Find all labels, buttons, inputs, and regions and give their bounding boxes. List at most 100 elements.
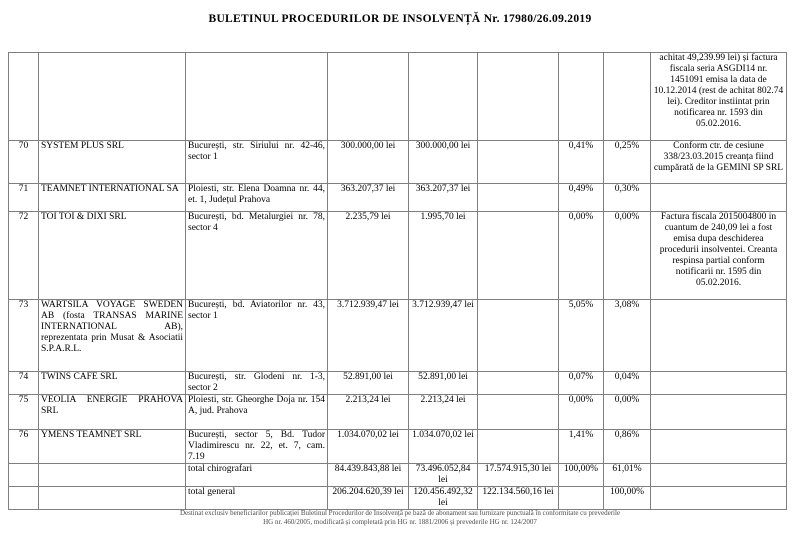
creditor-address-cell: București, bd. Aviatorilor nr. 43, secto… [185,299,328,372]
creditor-address-cell [185,52,328,141]
percent-accepted-cell: 100,00% [603,486,651,510]
observations-cell [650,394,787,430]
total-label-cell: total general [185,486,328,510]
amount-requested-cell: 2.235,79 lei [327,211,409,300]
observations-cell [650,183,787,212]
percent-accepted-cell [603,52,651,141]
row-number-cell: 73 [8,299,39,372]
observations-cell [650,429,787,464]
amount-accepted-cell: 73.496.052,84 lei [408,463,478,487]
creditor-name-cell: WARTSILA VOYAGE SWEDEN AB (fosta TRANSAS… [38,299,186,372]
percent-accepted-cell: 61,01% [603,463,651,487]
amount-rejected-cell: 122.134.560,16 lei [477,486,559,510]
amount-requested-cell: 2.213,24 lei [327,394,409,430]
observations-cell: achitat 49,239.99 lei) și factura fiscal… [650,52,787,141]
percent-requested-cell: 100,00% [558,463,604,487]
total-row-chirografari: total chirografari 84.439.843,88 lei 73.… [8,463,787,487]
amount-accepted-cell: 363.207,37 lei [408,183,478,212]
row-number-cell: 75 [8,394,39,430]
footer-line-1: Destinat exclusiv beneficiarilor publica… [179,509,621,517]
total-label-cell: total chirografari [185,463,328,487]
row-number-cell: 71 [8,183,39,212]
observations-cell: Factura fiscala 2015004800 in cuantum de… [650,211,787,300]
row-number-cell: 76 [8,429,39,464]
amount-requested-cell: 84.439.843,88 lei [327,463,409,487]
percent-accepted-cell: 0,04% [603,371,651,395]
creditor-name-cell: YMENS TEAMNET SRL [38,429,186,464]
percent-requested-cell: 0,00% [558,211,604,300]
amount-rejected-cell [477,429,559,464]
amount-rejected-cell [477,211,559,300]
amount-accepted-cell: 52.891,00 lei [408,371,478,395]
percent-requested-cell: 0,00% [558,394,604,430]
amount-accepted-cell: 300.000,00 lei [408,140,478,184]
percent-requested-cell: 0,41% [558,140,604,184]
footer-note: Destinat exclusiv beneficiarilor publica… [0,509,800,526]
percent-requested-cell: 1,41% [558,429,604,464]
amount-accepted-cell [408,52,478,141]
amount-rejected-cell [477,140,559,184]
observations-cell [650,486,787,510]
creditor-address-cell: Ploiesti, str. Elena Doamna nr. 44, et. … [185,183,328,212]
amount-rejected-cell [477,371,559,395]
amount-requested-cell: 52.891,00 lei [327,371,409,395]
amount-rejected-cell [477,183,559,212]
row-number-cell: 72 [8,211,39,300]
observations-cell [650,299,787,372]
observations-cell: Conform ctr. de cesiune 338/23.03.2015 c… [650,140,787,184]
creditor-name-cell: TOI TOI & DIXI SRL [38,211,186,300]
amount-accepted-cell: 2.213,24 lei [408,394,478,430]
amount-accepted-cell: 1.034.070,02 lei [408,429,478,464]
table-row: 76 YMENS TEAMNET SRL București, sector 5… [8,429,787,464]
creditor-address-cell: București, bd. Metalurgiei nr. 78, secto… [185,211,328,300]
row-number-cell [8,486,39,510]
bulletin-title: BULETINUL PROCEDURILOR DE INSOLVENȚĂ Nr.… [208,13,592,25]
amount-requested-cell [327,52,409,141]
total-row-general: total general 206.204.620,39 lei 120.456… [8,486,787,510]
percent-accepted-cell: 0,25% [603,140,651,184]
observations-cell [650,463,787,487]
table-row: 75 VEOLIA ENERGIE PRAHOVA SRL Ploiesti, … [8,394,787,430]
percent-accepted-cell: 3,08% [603,299,651,372]
amount-requested-cell: 300.000,00 lei [327,140,409,184]
amount-rejected-cell [477,394,559,430]
creditor-address-cell: București, str. Siriului nr. 42-46, sect… [185,140,328,184]
row-number-cell [8,52,39,141]
percent-accepted-cell: 0,00% [603,211,651,300]
creditor-name-cell: VEOLIA ENERGIE PRAHOVA SRL [38,394,186,430]
observations-cell [650,371,787,395]
creditor-name-cell: SYSTEM PLUS SRL [38,140,186,184]
creditor-address-cell: București, str. Glodeni nr. 1-3, sector … [185,371,328,395]
creditor-address-cell: Ploiesti, str. Gheorghe Doja nr. 154 A, … [185,394,328,430]
percent-accepted-cell: 0,86% [603,429,651,464]
footer-line-2: HG nr. 460/2005, modificată și completat… [263,517,537,526]
table-row: 73 WARTSILA VOYAGE SWEDEN AB (fosta TRAN… [8,299,787,372]
row-number-cell: 74 [8,371,39,395]
amount-requested-cell: 206.204.620,39 lei [327,486,409,510]
row-number-cell: 70 [8,140,39,184]
percent-requested-cell [558,486,604,510]
percent-requested-cell: 0,49% [558,183,604,212]
table-row: 74 TWINS CAFE SRL București, str. Gloden… [8,371,787,395]
creditor-name-cell [38,486,186,510]
percent-accepted-cell: 0,30% [603,183,651,212]
amount-requested-cell: 3.712.939,47 lei [327,299,409,372]
creditor-name-cell: TEAMNET INTERNATIONAL SA [38,183,186,212]
amount-accepted-cell: 1.995,70 lei [408,211,478,300]
table-row: 71 TEAMNET INTERNATIONAL SA Ploiesti, st… [8,183,787,212]
percent-requested-cell: 0,07% [558,371,604,395]
amount-rejected-cell [477,52,559,141]
creditor-name-cell: TWINS CAFE SRL [38,371,186,395]
creditor-name-cell [38,52,186,141]
row-number-cell [8,463,39,487]
percent-accepted-cell: 0,00% [603,394,651,430]
percent-requested-cell: 5,05% [558,299,604,372]
table-row-continuation: achitat 49,239.99 lei) și factura fiscal… [8,52,787,141]
amount-requested-cell: 363.207,37 lei [327,183,409,212]
table-row: 72 TOI TOI & DIXI SRL București, bd. Met… [8,211,787,300]
amount-accepted-cell: 3.712.939,47 lei [408,299,478,372]
amount-rejected-cell: 17.574.915,30 lei [477,463,559,487]
creditor-address-cell: București, sector 5, Bd. Tudor Vladimire… [185,429,328,464]
percent-requested-cell [558,52,604,141]
